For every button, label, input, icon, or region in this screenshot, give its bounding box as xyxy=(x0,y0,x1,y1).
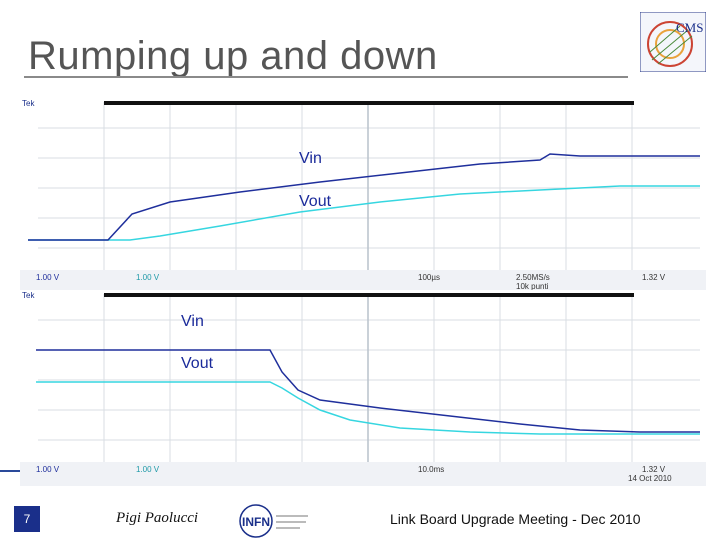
scope-bottom-brand: Tek xyxy=(22,291,35,300)
page-number: 7 xyxy=(14,506,40,532)
title-divider xyxy=(24,76,628,78)
scope-bottom-plot: Tek 1.00 V 1.00 V 10.0ms 14 Oct 2010 1.3… xyxy=(20,290,706,486)
cms-logo-text: CMS xyxy=(676,20,703,35)
footer-accent xyxy=(0,470,20,472)
slide-title: Rumping up and down xyxy=(28,34,438,78)
cms-logo-icon: CMS xyxy=(640,12,706,72)
scope-top-brand: Tek xyxy=(22,99,35,108)
scope-capture-top: Tek 1.00 V 1.00 V 100µs 2.50MS/s 10k pun… xyxy=(20,98,706,294)
vout-trace-top xyxy=(28,185,700,241)
scope-bottom-timebase: 10.0ms xyxy=(418,465,444,474)
scope-top-ch2-scale: 1.00 V xyxy=(136,273,160,282)
scope-bottom-ch2-scale: 1.00 V xyxy=(136,465,160,474)
vin-trace-bottom xyxy=(36,349,700,433)
scope-top-record-bar xyxy=(104,101,634,105)
meeting-name: Link Board Upgrade Meeting - Dec 2010 xyxy=(390,511,641,527)
vout-label-bottom: Vout xyxy=(181,355,214,372)
vout-label-top: Vout xyxy=(299,193,332,210)
scope-bottom-ch1-scale: 1.00 V xyxy=(36,465,60,474)
scope-bottom-record-bar xyxy=(104,293,634,297)
vin-trace-top xyxy=(28,153,700,241)
scope-top-record: 10k punti xyxy=(516,282,549,291)
infn-logo-text: INFN xyxy=(242,515,270,529)
scope-top-rate: 2.50MS/s xyxy=(516,273,550,282)
scope-top-ch1-scale: 1.00 V xyxy=(36,273,60,282)
scope-bottom-date: 14 Oct 2010 xyxy=(628,474,672,483)
infn-logo-icon: INFN xyxy=(239,504,308,538)
scope-top-trigger-level: 1.32 V xyxy=(642,273,666,282)
vin-label-bottom: Vin xyxy=(181,313,204,330)
author-name: Pigi Paolucci xyxy=(116,510,199,526)
scope-bottom-trigger-level: 1.32 V xyxy=(642,465,666,474)
scope-top-timebase: 100µs xyxy=(418,273,440,282)
vout-trace-bottom xyxy=(36,381,700,435)
vin-label-top: Vin xyxy=(299,150,322,167)
scope-capture-bottom: Tek 1.00 V 1.00 V 10.0ms 14 Oct 2010 1.3… xyxy=(20,290,706,486)
scope-top-plot: Tek 1.00 V 1.00 V 100µs 2.50MS/s 10k pun… xyxy=(20,98,706,294)
